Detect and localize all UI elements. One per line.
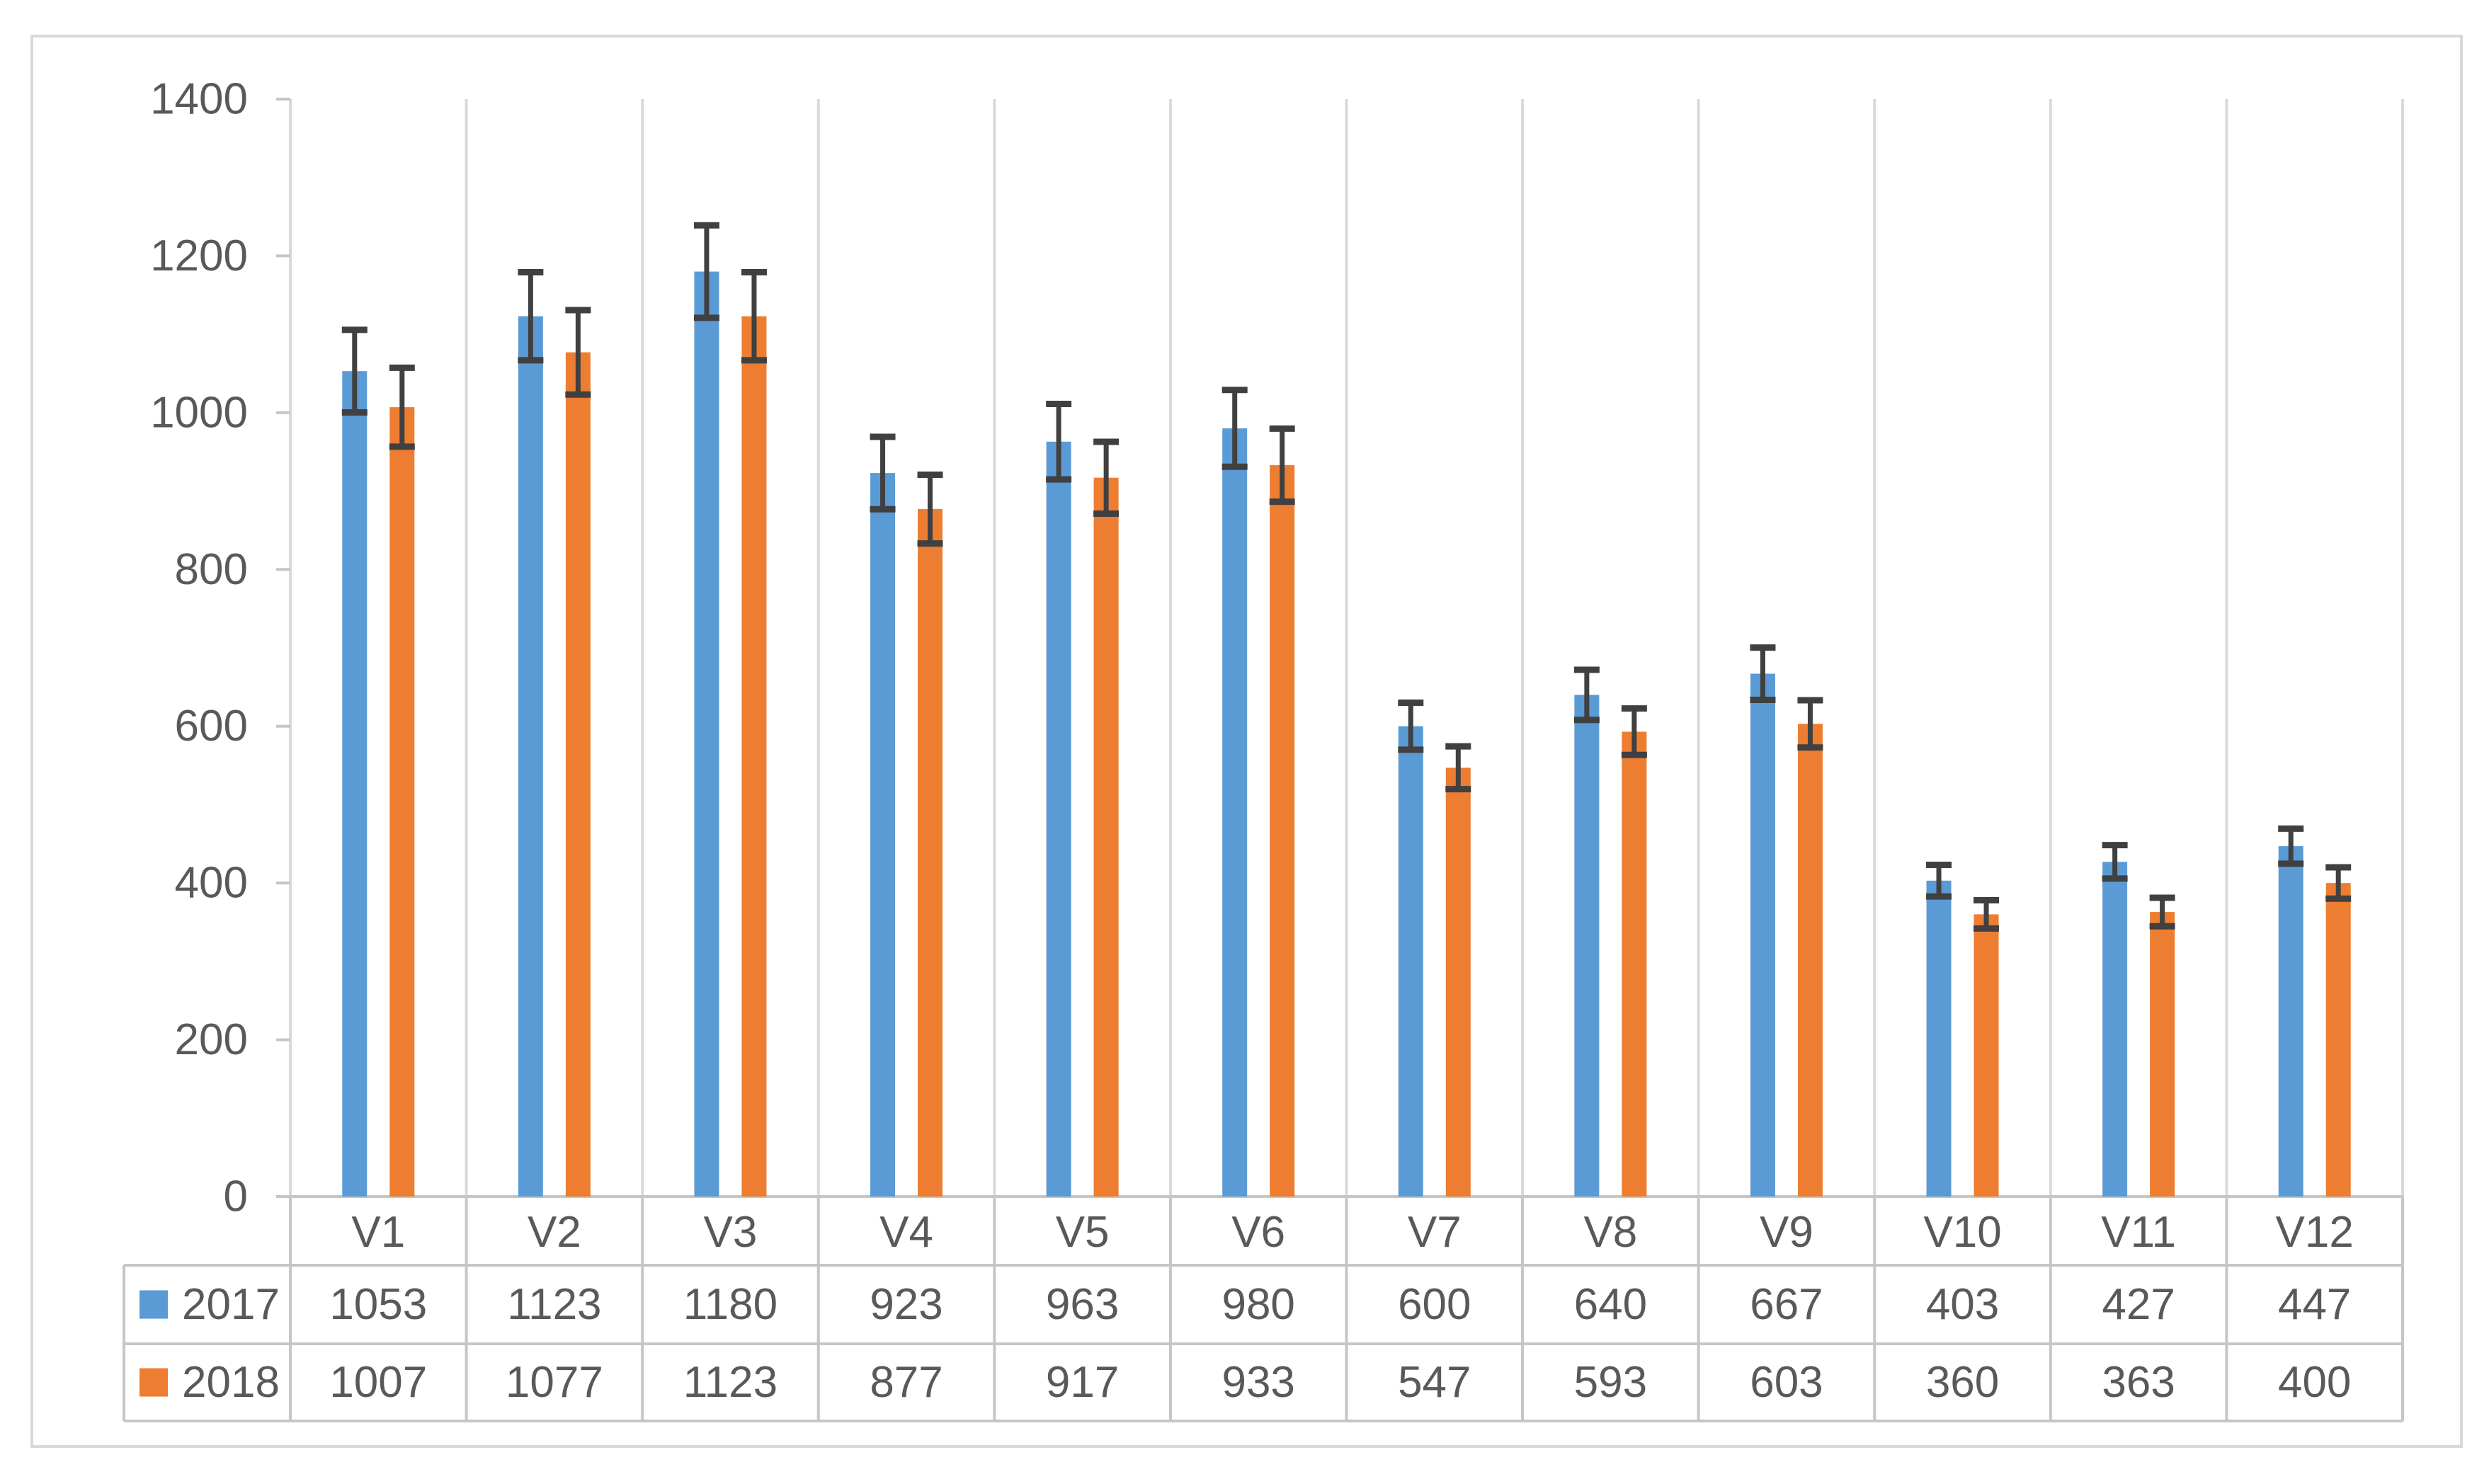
- bar-2017-v12: [2278, 846, 2303, 1197]
- table-value: 1077: [506, 1358, 603, 1407]
- table-value: 1123: [683, 1358, 778, 1407]
- bar-2018-v2: [565, 352, 591, 1197]
- table-value: 1053: [329, 1280, 427, 1329]
- x-axis-label: V12: [2276, 1208, 2354, 1257]
- table-value: 363: [2102, 1358, 2175, 1407]
- table-value: 600: [1398, 1280, 1471, 1329]
- y-axis-label: 1200: [150, 232, 248, 280]
- x-axis-label: V11: [2101, 1208, 2176, 1257]
- x-axis-label: V4: [879, 1208, 933, 1257]
- x-axis-label: V5: [1056, 1208, 1110, 1257]
- x-axis-label: V2: [528, 1208, 581, 1257]
- bar-2018-v8: [1622, 731, 1647, 1197]
- bar-2017-v4: [870, 473, 896, 1197]
- table-value: 917: [1046, 1358, 1119, 1407]
- bar-2018-v10: [1973, 914, 1999, 1197]
- table-value: 1180: [683, 1280, 778, 1329]
- bar-2018-v12: [2325, 883, 2351, 1197]
- table-value: 877: [870, 1358, 942, 1407]
- bar-2017-v1: [342, 371, 368, 1197]
- legend-label: 2018: [182, 1358, 280, 1407]
- chart-frame-border: [30, 35, 2463, 1448]
- bar-2018-v7: [1445, 767, 1471, 1197]
- table-value: 923: [870, 1280, 942, 1329]
- table-value: 603: [1750, 1358, 1823, 1407]
- table-value: 980: [1221, 1280, 1294, 1329]
- y-axis-label: 0: [224, 1172, 248, 1221]
- y-axis-label: 200: [175, 1015, 248, 1064]
- bar-2017-v5: [1046, 441, 1071, 1197]
- x-axis-label: V6: [1231, 1208, 1285, 1257]
- bar-2017-v9: [1750, 673, 1775, 1197]
- bar-2018-v5: [1093, 477, 1119, 1197]
- x-axis-label: V1: [351, 1208, 405, 1257]
- bar-2017-v2: [518, 316, 543, 1197]
- table-value: 1007: [329, 1358, 427, 1407]
- x-axis-label: V9: [1760, 1208, 1813, 1257]
- y-axis-label: 400: [175, 859, 248, 908]
- table-value: 963: [1046, 1280, 1119, 1329]
- table-value: 640: [1574, 1280, 1647, 1329]
- legend-swatch-2017: [139, 1290, 168, 1319]
- y-axis-label: 800: [175, 545, 248, 594]
- table-value: 593: [1574, 1358, 1647, 1407]
- bar-2017-v3: [694, 271, 719, 1197]
- bar-2018-v1: [389, 407, 415, 1197]
- x-axis-label: V7: [1408, 1208, 1462, 1257]
- legend-swatch-2018: [139, 1368, 168, 1397]
- table-value: 447: [2278, 1280, 2351, 1329]
- x-axis-label: V8: [1583, 1208, 1637, 1257]
- table-value: 547: [1398, 1358, 1471, 1407]
- bar-2018-v6: [1270, 465, 1295, 1197]
- y-axis-label: 600: [175, 702, 248, 750]
- table-value: 1123: [507, 1280, 601, 1329]
- x-axis-label: V3: [704, 1208, 758, 1257]
- bar-2017-v10: [1926, 880, 1952, 1197]
- table-value: 933: [1221, 1358, 1294, 1407]
- bar-2018-v3: [741, 316, 767, 1197]
- bar-2017-v11: [2102, 862, 2128, 1197]
- x-axis-label: V10: [1923, 1208, 2001, 1257]
- bar-2018-v4: [918, 509, 943, 1197]
- bar-2017-v8: [1574, 695, 1600, 1197]
- table-value: 403: [1926, 1280, 1999, 1329]
- bar-2017-v6: [1222, 428, 1248, 1197]
- table-value: 360: [1926, 1358, 1999, 1407]
- table-value: 427: [2102, 1280, 2175, 1329]
- table-value: 667: [1750, 1280, 1823, 1329]
- legend-label: 2017: [182, 1280, 280, 1329]
- bar-2018-v11: [2150, 912, 2175, 1197]
- table-value: 400: [2278, 1358, 2351, 1407]
- y-axis-label: 1400: [150, 75, 248, 124]
- bar-2017-v7: [1398, 726, 1423, 1197]
- bar-2018-v9: [1797, 724, 1823, 1197]
- y-axis-label: 1000: [150, 388, 248, 437]
